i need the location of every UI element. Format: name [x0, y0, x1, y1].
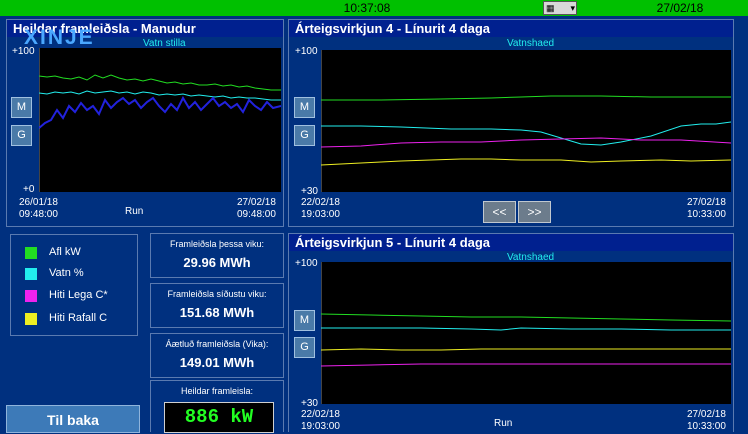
back-button[interactable]: Til baka — [6, 405, 140, 433]
m-button[interactable]: M — [11, 97, 32, 118]
series-label: Vatnshaed — [507, 252, 555, 263]
station4-chart-plot — [320, 50, 732, 192]
series-afl-line — [321, 95, 731, 101]
series-rafall-line — [320, 348, 731, 351]
week-production-label: Framleiðsla þessa viku: — [169, 239, 265, 249]
g-button[interactable]: G — [11, 125, 32, 146]
grid-icon: ▦ — [546, 3, 555, 13]
station4-chart-panel: Árteigsvirkjun 4 - Línurit 4 daga Vatnsh… — [288, 19, 734, 227]
estimated-production-value: 149.01 MWh — [179, 355, 255, 370]
panel-title: Árteigsvirkjun 4 - Línurit 4 daga — [289, 20, 733, 37]
legend-label: Vatn % — [49, 267, 84, 279]
y-axis-top: +100 — [295, 46, 318, 57]
series-lega-line — [320, 137, 732, 148]
legend-label: Hiti Rafall C — [49, 312, 108, 324]
estimated-production-box: Áætluð framleiðsla (Vika): 149.01 MWh — [150, 333, 284, 378]
x-start-time: 19:03:00 — [301, 209, 340, 220]
y-axis-top: +100 — [12, 46, 35, 57]
series-rafall-line — [320, 158, 732, 166]
last-week-production-value: 151.68 MWh — [179, 305, 255, 320]
week-production-box: Framleiðsla þessa viku: 29.96 MWh — [150, 233, 284, 278]
series-vatn-line — [321, 121, 732, 146]
series-vatn-line — [38, 90, 281, 101]
chevron-down-icon: ▾ — [570, 3, 575, 13]
station5-chart-plot — [320, 262, 732, 404]
x-start-date: 22/02/18 — [301, 197, 340, 208]
week-production-value: 29.96 MWh — [183, 255, 251, 270]
x-start-time: 19:03:00 — [301, 421, 340, 432]
total-production-label: Heildar framleisla: — [180, 386, 254, 396]
station5-chart-svg — [320, 262, 732, 404]
series-label: Vatn stilla — [143, 38, 186, 49]
total-power-readout: 886 kW — [164, 402, 274, 433]
legend-swatch — [25, 313, 37, 325]
legend-label: Hiti Lega C* — [49, 289, 108, 301]
series-stilla-line — [38, 95, 282, 129]
legend-box: Afl kW Vatn % Hiti Lega C* Hiti Rafall C — [10, 234, 138, 336]
x-end-date: 27/02/18 — [687, 409, 726, 420]
estimated-production-label: Áætluð framleiðsla (Vika): — [165, 339, 269, 349]
next-page-button[interactable]: >> — [518, 201, 551, 223]
m-button[interactable]: M — [294, 310, 315, 331]
series-vatn-line — [321, 327, 731, 331]
run-mode: Run — [494, 418, 513, 429]
legend-swatch — [25, 290, 37, 302]
xinje-watermark: XINJE — [24, 26, 95, 49]
y-axis-top: +100 — [295, 258, 318, 269]
monthly-production-panel: Heildar framleiðsla - Manudur Vatn still… — [6, 19, 284, 227]
last-week-production-label: Framleiðsla síðustu viku: — [167, 289, 267, 299]
x-start-time: 09:48:00 — [19, 209, 58, 220]
x-end-date: 27/02/18 — [237, 197, 276, 208]
series-label: Vatnshaed — [507, 38, 555, 49]
y-axis-bottom: +30 — [301, 398, 318, 409]
x-start-date: 26/01/18 — [19, 197, 58, 208]
prev-page-button[interactable]: << — [483, 201, 516, 223]
x-end-time: 10:33:00 — [687, 421, 726, 432]
legend-swatch — [25, 247, 37, 259]
m-button[interactable]: M — [294, 97, 315, 118]
x-start-date: 22/02/18 — [301, 409, 340, 420]
clock-time: 10:37:08 — [343, 1, 391, 15]
y-axis-bottom: +0 — [23, 184, 35, 195]
x-end-date: 27/02/18 — [687, 197, 726, 208]
monthly-chart-plot — [38, 48, 282, 192]
top-status-bar: 10:37:08 ▦ ▾ 27/02/18 — [0, 0, 748, 16]
series-afl-line — [38, 74, 281, 91]
series-lega-line — [320, 363, 731, 367]
x-end-time: 10:33:00 — [687, 209, 726, 220]
legend-swatch — [25, 268, 37, 280]
run-mode: Run — [125, 206, 144, 217]
series-afl-line — [320, 313, 732, 322]
g-button[interactable]: G — [294, 337, 315, 358]
view-dropdown[interactable]: ▦ ▾ — [543, 1, 577, 15]
station4-chart-svg — [320, 50, 732, 192]
legend-label: Afl kW — [49, 246, 81, 258]
g-button[interactable]: G — [294, 125, 315, 146]
x-end-time: 09:48:00 — [237, 209, 276, 220]
monthly-chart-svg — [38, 48, 282, 192]
last-week-production-box: Framleiðsla síðustu viku: 151.68 MWh — [150, 283, 284, 328]
clock-date: 27/02/18 — [656, 1, 704, 15]
panel-title: Heildar framleiðsla - Manudur — [7, 20, 283, 37]
y-axis-bottom: +30 — [301, 186, 318, 197]
station5-chart-panel: Árteigsvirkjun 5 - Línurit 4 daga Vatnsh… — [288, 233, 734, 432]
panel-title: Árteigsvirkjun 5 - Línurit 4 daga — [289, 234, 733, 251]
